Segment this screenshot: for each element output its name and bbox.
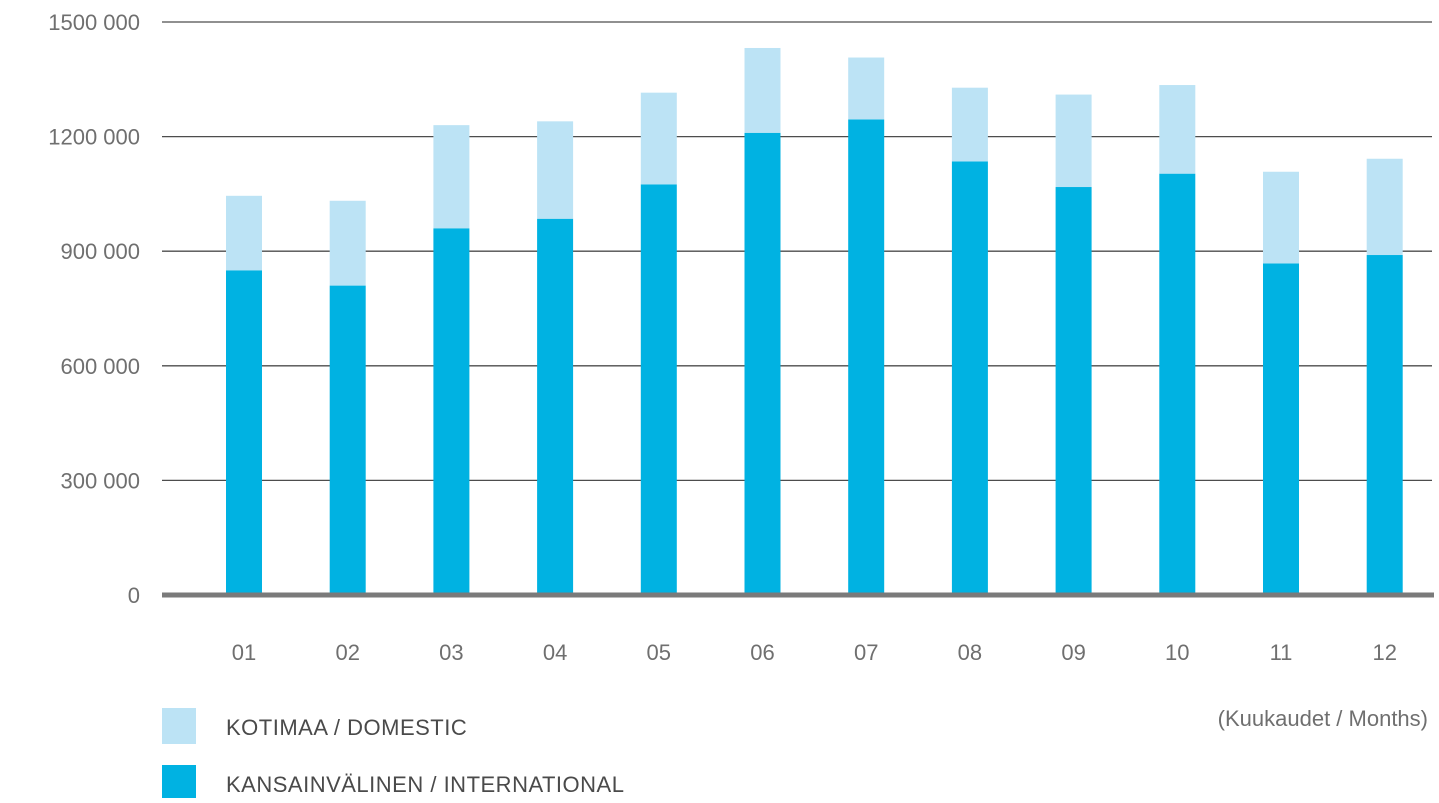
bar-segment-international [1159,173,1196,596]
y-tick-label: 1200 000 [48,125,140,150]
bar-segment-domestic [1263,171,1299,264]
y-tick-label: 300 000 [60,468,140,493]
bar-segment-international [744,132,781,595]
bar-segment-international [433,228,470,595]
x-tick-label: 09 [1061,640,1085,665]
bar-segment-international [329,285,366,595]
bar-segment-international [848,119,885,595]
bar-segment-domestic [537,121,574,219]
x-tick-label: 12 [1372,640,1396,665]
gridlines [162,21,1432,482]
x-axis-tick-labels: 01 02 03 04 05 06 07 08 09 10 11 12 [232,640,1397,665]
legend: KOTIMAA / DOMESTIC KANSAINVÄLINEN / INTER… [162,708,624,801]
bar-segment-international [640,184,677,595]
x-tick-label: 07 [854,640,878,665]
legend-swatch [162,708,196,744]
bar-segment-international [1366,255,1403,595]
bar-segment-international [1055,187,1092,596]
bar-segment-domestic [329,200,366,286]
x-tick-label: 08 [958,640,982,665]
legend-label: KANSAINVÄLINEN / INTERNATIONAL [226,772,624,797]
bar-segment-domestic [1159,85,1196,174]
y-tick-label: 900 000 [60,239,140,264]
bar-segment-international [537,218,574,596]
bar-segment-domestic [433,125,470,229]
bar-segment-domestic [848,57,885,120]
bars [226,47,1403,596]
y-tick-label: 1500 000 [48,10,140,35]
x-tick-label: 05 [647,640,671,665]
x-tick-label: 01 [232,640,256,665]
x-tick-label: 10 [1165,640,1189,665]
y-tick-label: 600 000 [60,354,140,379]
x-tick-label: 04 [543,640,567,665]
y-tick-label: 0 [128,583,140,608]
y-axis-tick-labels: 0 300 000 600 000 900 000 1200 000 1500 000 [48,10,140,608]
bar-segment-domestic [1055,94,1092,188]
bar-segment-domestic [951,87,988,162]
bar-segment-domestic [1366,158,1403,256]
x-tick-label: 06 [750,640,774,665]
legend-swatch [162,765,196,801]
bar-segment-domestic [640,92,677,185]
bar-segment-international [226,270,262,595]
x-tick-label: 02 [335,640,359,665]
bar-segment-international [951,161,988,595]
x-tick-label: 11 [1270,640,1293,665]
bar-segment-domestic [744,47,781,133]
legend-label: KOTIMAA / DOMESTIC [226,715,467,740]
bar-segment-domestic [226,195,262,271]
x-tick-label: 03 [439,640,463,665]
bar-segment-international [1263,263,1299,595]
x-axis-label: (Kuukaudet / Months) [1218,706,1428,731]
